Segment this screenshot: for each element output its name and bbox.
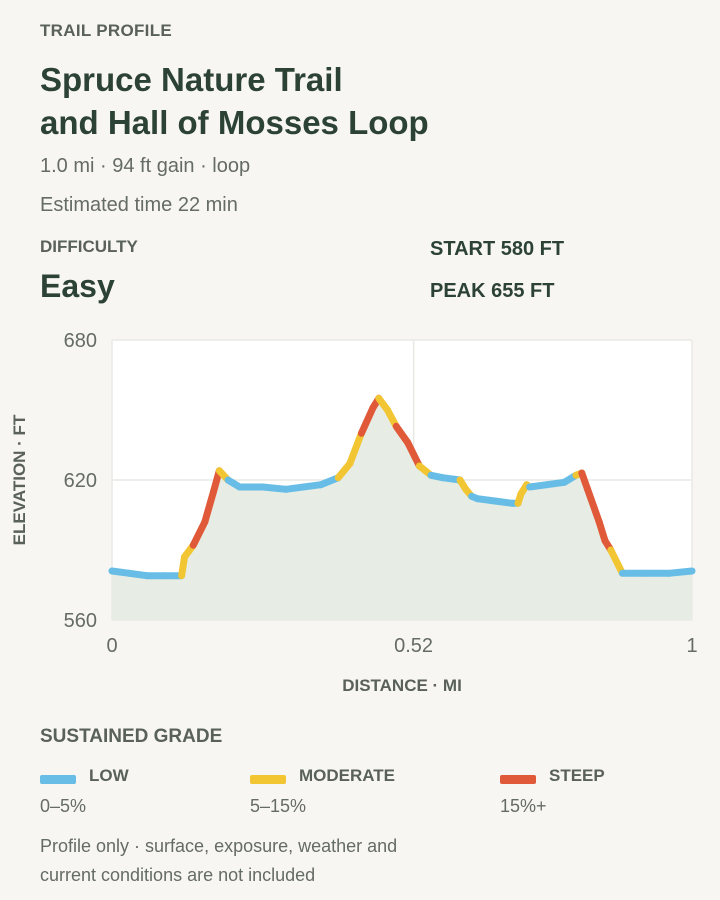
disclaimer-line-1: Profile only · surface, exposure, weathe… bbox=[40, 836, 398, 856]
legend-swatch-steep bbox=[500, 775, 536, 784]
y-tick-label: 620 bbox=[64, 470, 97, 492]
profile-segment-low bbox=[259, 483, 290, 493]
y-tick-label: 680 bbox=[64, 330, 97, 352]
profile-segment-low bbox=[282, 481, 325, 493]
legend-swatch-low bbox=[40, 775, 76, 784]
profile-segment-steep bbox=[584, 485, 603, 526]
section-kicker: TRAIL PROFILE bbox=[40, 21, 173, 40]
y-tick-label: 560 bbox=[64, 610, 97, 632]
start-elevation: START 580 FT bbox=[430, 238, 565, 260]
trail-title: Spruce Nature Trail and Hall of Mosses L… bbox=[40, 58, 600, 144]
peak-elevation: PEAK 655 FT bbox=[430, 280, 555, 302]
x-tick-label: 1 bbox=[686, 635, 697, 657]
trail-title-line-2: and Hall of Mosses Loop bbox=[40, 104, 429, 141]
axis-ticks: 560 620 680 0 0.52 1 bbox=[64, 330, 698, 657]
legend-title: SUSTAINED GRADE bbox=[40, 726, 223, 747]
profile-line bbox=[108, 394, 696, 580]
elevation-profile-chart: 560 620 680 0 0.52 1 DISTANCE · MI ELEVATION … bbox=[10, 330, 698, 695]
difficulty-value: Easy bbox=[40, 268, 115, 304]
legend-range-low: 0–5% bbox=[40, 796, 87, 816]
legend-range-moderate: 5–15% bbox=[250, 796, 307, 816]
profile-segment-steep bbox=[404, 439, 423, 470]
legend-name-steep: STEEP bbox=[549, 766, 605, 785]
profile-segment-steep bbox=[357, 404, 377, 437]
profile-segment-moderate bbox=[346, 429, 365, 468]
y-axis-label: ELEVATION · FT bbox=[10, 414, 29, 545]
profile-segment-steep bbox=[189, 518, 209, 549]
trail-summary: 1.0 mi · 94 ft gain · loop bbox=[40, 155, 251, 177]
x-tick-label: 0 bbox=[106, 635, 117, 657]
profile-segment-moderate bbox=[607, 546, 626, 577]
profile-segment-low bbox=[665, 567, 696, 577]
difficulty-label: DIFFICULTY bbox=[40, 237, 138, 256]
profile-segment-steep bbox=[201, 488, 217, 526]
legend-range-steep: 15%+ bbox=[500, 796, 547, 816]
legend-swatch-moderate bbox=[250, 775, 286, 784]
legend-name-moderate: MODERATE bbox=[299, 766, 396, 785]
disclaimer-note: Profile only · surface, exposure, weathe… bbox=[40, 832, 480, 890]
x-tick-label: 0.52 bbox=[394, 635, 433, 657]
elevation-area bbox=[112, 398, 692, 620]
trail-title-line-1: Spruce Nature Trail bbox=[40, 61, 343, 98]
x-axis-label: DISTANCE · MI bbox=[342, 676, 462, 695]
disclaimer-line-2: current conditions are not included bbox=[40, 865, 316, 885]
legend-name-low: LOW bbox=[89, 766, 129, 785]
estimated-time: Estimated time 22 min bbox=[40, 194, 238, 216]
